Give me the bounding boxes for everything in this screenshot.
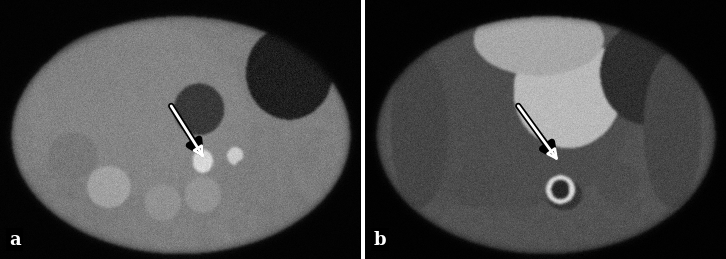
Text: a: a [9,231,20,249]
Text: b: b [374,231,387,249]
